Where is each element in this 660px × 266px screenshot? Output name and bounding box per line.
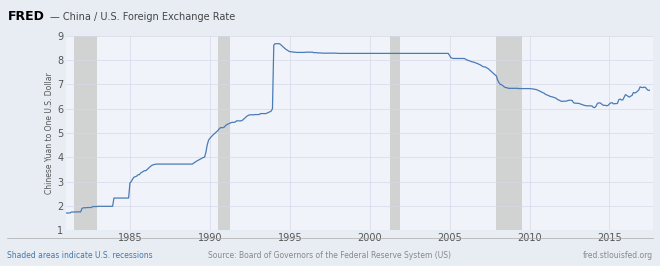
Bar [496, 36, 521, 230]
Text: FRED: FRED [8, 10, 45, 23]
Bar [218, 36, 230, 230]
Bar [74, 36, 96, 230]
Text: Source: Board of Governors of the Federal Reserve System (US): Source: Board of Governors of the Federa… [209, 251, 451, 260]
Text: Shaded areas indicate U.S. recessions: Shaded areas indicate U.S. recessions [7, 251, 152, 260]
Y-axis label: Chinese Yuan to One U.S. Dollar: Chinese Yuan to One U.S. Dollar [45, 72, 54, 194]
Bar [389, 36, 401, 230]
Text: — China / U.S. Foreign Exchange Rate: — China / U.S. Foreign Exchange Rate [50, 12, 235, 22]
Text: fred.stlouisfed.org: fred.stlouisfed.org [583, 251, 653, 260]
